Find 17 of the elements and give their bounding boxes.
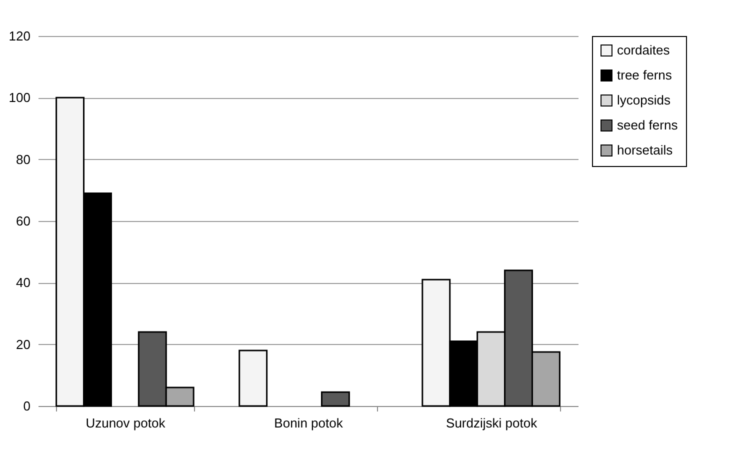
x-tick-label: Surdzijski potok	[446, 416, 538, 430]
legend-label: tree ferns	[617, 68, 672, 82]
y-tick-label: 60	[16, 214, 30, 228]
x-tick-label: Bonin potok	[274, 416, 344, 430]
legend-label: horsetails	[617, 142, 674, 158]
y-tick-label: 40	[16, 275, 30, 290]
bar	[320, 391, 350, 407]
y-tick-label: 100	[8, 90, 30, 106]
y-tick-label: 20	[16, 336, 30, 352]
legend-label: seed ferns	[617, 118, 678, 132]
legend-label: cordaites	[617, 42, 670, 58]
x-tick-label: Uzunov potok	[86, 416, 166, 430]
bar	[238, 350, 268, 407]
y-tick-label: 80	[16, 152, 30, 167]
y-tick-label: 120	[8, 28, 30, 44]
legend-label: lycopsids	[617, 92, 671, 108]
y-tick-label: 0	[23, 398, 30, 414]
